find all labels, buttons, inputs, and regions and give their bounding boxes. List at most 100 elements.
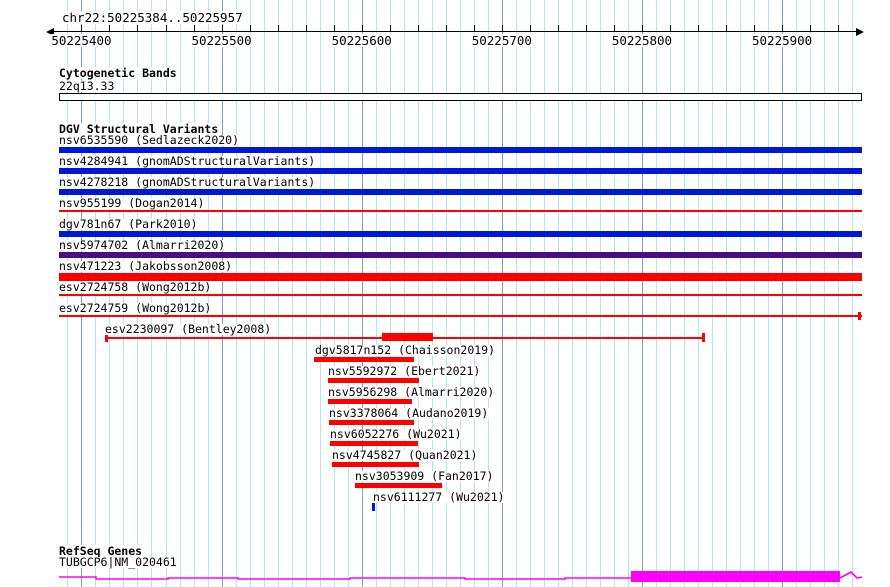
ruler-tick [726, 25, 728, 31]
gene-label[interactable]: TUBGCP6|NM_020461 [59, 555, 178, 569]
grid-line-minor [95, 0, 97, 587]
ruler-tick [585, 25, 587, 31]
ruler-tick-label: 50225700 [471, 33, 532, 48]
grid-line-minor [838, 0, 840, 587]
variant-label[interactable]: nsv3053909 (Fan2017) [355, 469, 495, 483]
variant-bar[interactable] [332, 462, 419, 467]
grid-line-minor [151, 0, 153, 587]
gene-intron-line[interactable] [59, 576, 631, 580]
variant-bar[interactable] [59, 252, 862, 258]
variant-label[interactable]: esv2724758 (Wong2012b) [59, 280, 213, 294]
ruler-tick-label: 50225400 [51, 33, 112, 48]
variant-bar[interactable] [59, 147, 862, 153]
variant-label[interactable]: nsv6052276 (Wu2021) [330, 427, 463, 441]
variant-bar[interactable] [59, 210, 862, 212]
grid-line-minor [277, 0, 279, 587]
grid-line-minor [445, 0, 447, 587]
ruler-tick [670, 25, 671, 31]
grid-line-minor [109, 0, 111, 587]
variant-bar[interactable] [59, 231, 862, 237]
variant-label[interactable]: dgv781n67 (Park2010) [59, 217, 199, 231]
grid-line-minor [473, 0, 475, 587]
variant-right-cap [702, 333, 705, 342]
variant-label[interactable]: nsv955199 (Dogan2014) [59, 196, 206, 210]
ruler-tick [193, 25, 195, 31]
grid-line-minor [684, 0, 686, 587]
variant-label[interactable]: esv2724759 (Wong2012b) [59, 301, 213, 315]
variant-bar[interactable] [328, 399, 412, 404]
grid-line-minor [543, 0, 545, 587]
variant-bar[interactable] [329, 420, 414, 425]
variant-bar[interactable] [59, 315, 862, 317]
variant-bar[interactable] [314, 357, 414, 362]
grid-line-minor [571, 0, 573, 587]
ruler-tick [445, 25, 447, 31]
grid-line-minor [529, 0, 531, 587]
variant-thick-segment[interactable] [382, 333, 433, 341]
variant-label[interactable]: nsv471223 (Jakobsson2008) [59, 259, 234, 273]
variant-label[interactable]: nsv5956298 (Almarri2020) [328, 385, 496, 399]
cytoband-label: 22q13.33 [59, 79, 116, 93]
grid-line-minor [726, 0, 728, 587]
variant-bar[interactable] [328, 378, 419, 383]
variant-label[interactable]: nsv5974702 (Almarri2020) [59, 238, 227, 252]
ruler-tick [137, 25, 139, 31]
variant-label[interactable]: nsv4278218 (gnomADStructuralVariants) [59, 175, 317, 189]
ruler-tick [305, 25, 307, 31]
variant-label[interactable]: esv2230097 (Bentley2008) [105, 322, 273, 336]
grid-line-minor [235, 0, 237, 587]
grid-line-minor [670, 0, 671, 587]
grid-line-minor [193, 0, 195, 587]
grid-line-minor [165, 0, 167, 587]
ruler-left-arrow-icon [46, 28, 54, 36]
variant-label[interactable]: nsv4284941 (gnomADStructuralVariants) [59, 154, 317, 168]
grid-line-minor [207, 0, 209, 587]
variant-bar[interactable] [355, 483, 442, 488]
grid-line-minor [768, 0, 770, 587]
variant-label[interactable]: nsv6535590 (Sedlazeck2020) [59, 133, 241, 147]
variant-label[interactable]: nsv5592972 (Ebert2021) [328, 364, 482, 378]
ruler-tick [501, 25, 503, 31]
ruler-axis-line [52, 31, 858, 32]
variant-bar[interactable] [59, 168, 862, 174]
ruler-tick-label: 50225900 [752, 33, 813, 48]
variant-bar[interactable] [59, 294, 862, 296]
grid-line-minor [263, 0, 265, 587]
variant-bar[interactable] [59, 189, 862, 195]
ruler-tick [165, 25, 167, 31]
ruler-tick [277, 25, 279, 31]
ruler-tick [557, 25, 559, 31]
ruler-tick [109, 25, 111, 31]
grid-line-minor [431, 0, 433, 587]
variant-bar[interactable] [59, 273, 862, 281]
variant-label[interactable]: nsv4745827 (Quan2021) [332, 448, 479, 462]
variant-bar[interactable] [330, 441, 418, 446]
ruler-tick [473, 25, 475, 31]
ruler-tick [221, 25, 223, 31]
ruler-tick [529, 25, 531, 31]
grid-line-minor [515, 0, 517, 587]
variant-label[interactable]: nsv3378064 (Audano2019) [329, 406, 490, 420]
gene-exon-box[interactable] [631, 571, 840, 582]
ruler-tick [613, 25, 615, 31]
grid-line-major [81, 0, 83, 587]
ruler-tick [838, 25, 840, 31]
grid-line-minor [810, 0, 812, 587]
ruler-tick-label: 50225800 [611, 33, 673, 48]
variant-bar[interactable] [372, 503, 375, 511]
grid-line-minor [375, 0, 377, 587]
ruler-tick [641, 25, 643, 31]
ruler-tick [810, 25, 812, 31]
variant-label[interactable]: nsv6111277 (Wu2021) [373, 490, 506, 504]
ruler-tick [389, 25, 391, 31]
ruler-tick [698, 25, 700, 31]
variant-label[interactable]: dgv5817n152 (Chaisson2019) [315, 343, 497, 357]
section-title-dgv-structural-variants: DGV Structural Variants [59, 122, 219, 136]
grid-line-minor [291, 0, 293, 587]
cytoband-rect [59, 93, 862, 101]
grid-line-minor [585, 0, 587, 587]
grid-line-minor [613, 0, 615, 587]
ruler-tick [782, 25, 784, 31]
